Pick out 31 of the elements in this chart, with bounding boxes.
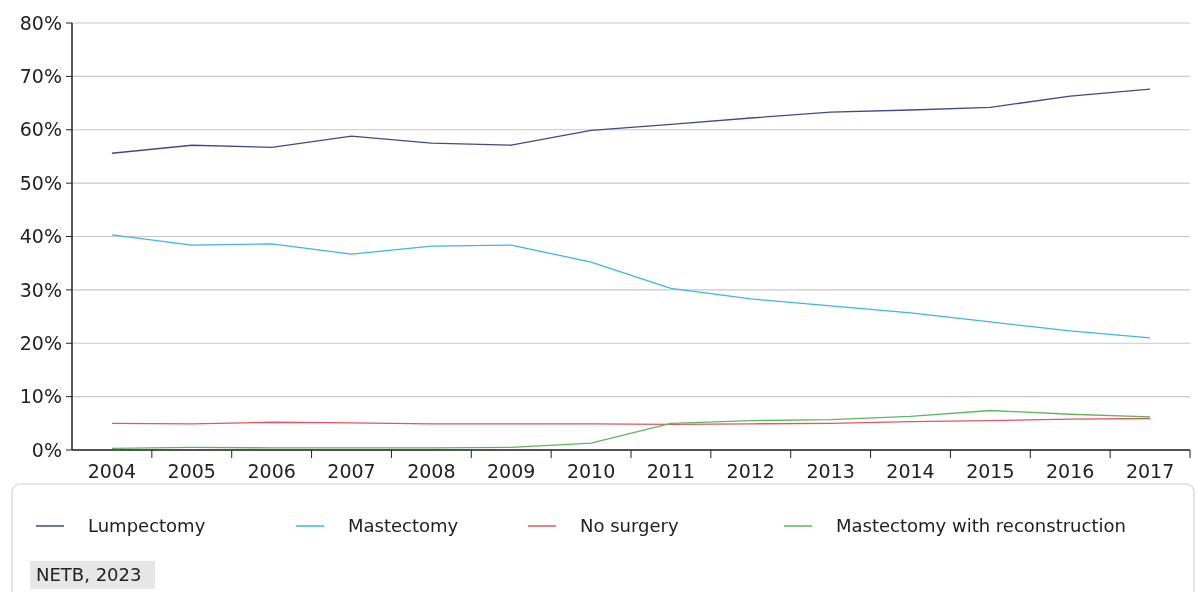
x-tick-label: 2011 [646, 460, 696, 482]
y-tick-label: 60% [19, 118, 62, 141]
x-tick-label: 2012 [726, 460, 775, 482]
x-tick-label: 2010 [566, 460, 616, 482]
legend-label: Lumpectomy [88, 515, 206, 537]
legend-label: Mastectomy with reconstruction [836, 515, 1126, 537]
y-tick-label: 30% [19, 278, 62, 301]
x-tick-label: 2017 [1125, 460, 1175, 482]
y-tick-label: 10% [19, 385, 62, 408]
line-series [111, 88, 1151, 154]
text: NETB, 2023 [36, 564, 142, 586]
x-tick-label: 2009 [487, 460, 536, 482]
line-series [111, 234, 1151, 339]
legend-label: No surgery [580, 515, 679, 537]
x-tick-label: 2015 [966, 460, 1015, 482]
x-tick-label: 2004 [87, 460, 137, 482]
y-tick-label: 40% [19, 225, 62, 248]
y-tick-label: 0% [31, 438, 62, 461]
x-tick-label: 2007 [327, 460, 376, 482]
y-tick-label: 70% [19, 65, 62, 88]
y-tick-label: 20% [19, 331, 62, 354]
line-series [111, 409, 1151, 450]
legend-label: Mastectomy [348, 515, 459, 537]
x-tick-label: 2013 [806, 460, 855, 482]
y-tick-label: 80% [19, 11, 62, 34]
x-tick-label: 2014 [886, 460, 935, 482]
y-tick-label: 50% [19, 171, 62, 194]
x-tick-label: 2005 [167, 460, 216, 482]
x-tick-label: 2006 [247, 460, 296, 482]
x-tick-label: 2016 [1046, 460, 1095, 482]
x-tick-label: 2008 [407, 460, 456, 482]
